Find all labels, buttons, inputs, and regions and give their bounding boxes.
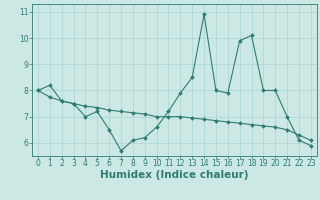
X-axis label: Humidex (Indice chaleur): Humidex (Indice chaleur) [100, 170, 249, 180]
